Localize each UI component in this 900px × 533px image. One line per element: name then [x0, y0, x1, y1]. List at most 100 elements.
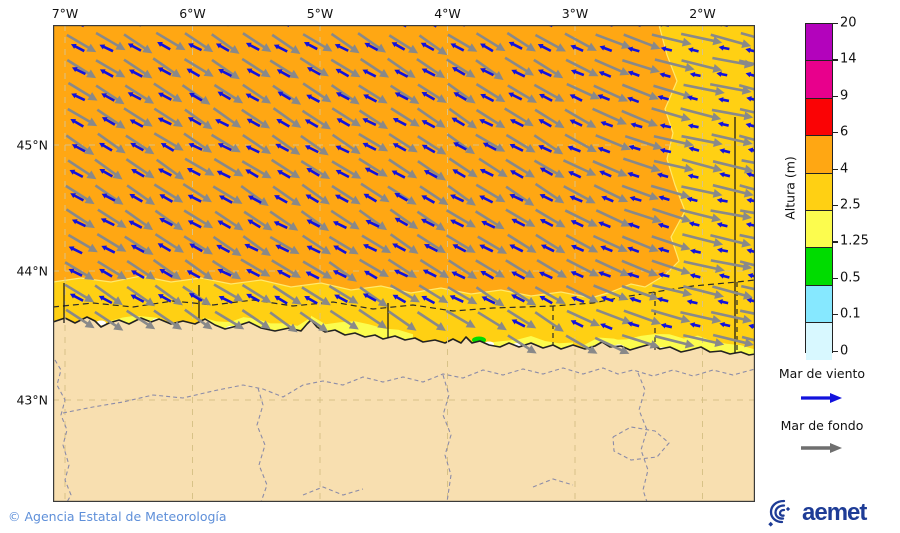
swell-arrow	[738, 59, 755, 66]
swell-arrow	[387, 185, 417, 205]
swell-arrow	[475, 108, 506, 129]
wind-sea-arrow	[627, 272, 640, 279]
wind-sea-arrow	[482, 142, 497, 151]
wind-sea-arrow	[276, 270, 291, 279]
swell-arrow	[475, 83, 506, 103]
swell-arrow	[654, 334, 695, 349]
wind-sea-arrow	[539, 167, 554, 177]
wind-sea-arrow	[245, 93, 260, 102]
wind-sea-arrow	[719, 172, 731, 178]
wind-sea-arrow	[160, 143, 175, 152]
wind-sea-arrow	[421, 120, 436, 129]
swell-arrow	[505, 133, 536, 153]
wind-sea-arrow	[333, 245, 347, 255]
wind-sea-arrow	[246, 269, 261, 278]
swell-arrow	[504, 56, 534, 76]
wind-sea-arrow	[188, 43, 203, 52]
swell-arrow	[95, 84, 125, 105]
swell-arrow	[357, 32, 387, 53]
swell-arrow	[389, 84, 420, 104]
swell-arrow	[505, 185, 535, 206]
swell-arrow	[653, 84, 693, 100]
swell-arrow	[534, 108, 565, 129]
wind-sea-arrow	[218, 195, 233, 204]
wind-sea-arrow	[598, 71, 612, 78]
wind-sea-arrow	[452, 244, 467, 253]
wind-sea-arrow	[186, 168, 201, 177]
swell-arrow	[740, 284, 755, 291]
wind-sea-arrow	[334, 43, 349, 52]
wind-sea-arrow	[686, 95, 698, 101]
swell-arrow	[594, 58, 630, 76]
wind-sea-arrow	[187, 117, 202, 126]
swell-arrow	[387, 258, 418, 279]
swell-arrow	[272, 107, 302, 128]
swell-arrow	[330, 32, 360, 54]
wind-sea-arrow	[479, 244, 494, 253]
wind-sea-arrow	[629, 296, 642, 303]
swell-arrow	[184, 108, 213, 130]
wind-sea-arrow	[571, 296, 585, 304]
swell-arrow	[712, 160, 754, 174]
swell-arrow	[123, 107, 153, 127]
swell-arrow	[211, 33, 240, 54]
swell-arrow	[533, 134, 564, 155]
swell-arrow	[447, 286, 478, 305]
swell-arrow	[623, 208, 662, 224]
swell-arrow	[507, 84, 537, 103]
colorbar-tick-label: 4	[840, 161, 849, 177]
wind-sea-arrow	[423, 170, 438, 179]
swell-arrow	[330, 58, 361, 78]
swell-arrow	[594, 336, 630, 355]
swell-arrow	[211, 58, 240, 80]
swell-arrow	[739, 233, 755, 240]
swell-arrow	[241, 160, 272, 179]
swell-arrow	[94, 310, 124, 331]
wind-sea-arrow	[747, 147, 755, 153]
wind-sea-arrow	[659, 123, 672, 129]
swell-arrow	[710, 310, 753, 324]
swell-arrow	[505, 259, 535, 279]
swell-arrow	[506, 286, 537, 306]
swell-arrow	[621, 109, 658, 127]
swell-arrow	[475, 32, 506, 52]
swell-arrow	[507, 233, 537, 253]
wind-sea-arrow	[130, 244, 145, 254]
swell-arrow	[183, 209, 214, 229]
swell-arrow	[269, 235, 300, 255]
swell-arrow	[445, 309, 476, 328]
wind-sea-arrow	[394, 69, 409, 78]
colorbar-tick-label: 0.5	[840, 270, 861, 286]
longitude-tick-label: 5°W	[306, 6, 334, 21]
wind-sea-arrow	[362, 293, 377, 302]
wind-sea-arrow	[159, 194, 174, 203]
swell-arrow	[212, 185, 243, 204]
swell-arrow	[124, 235, 154, 255]
swell-arrow	[64, 261, 95, 280]
swell-arrow	[683, 260, 725, 274]
wind-sea-arrow	[187, 194, 202, 203]
colorbar-segment	[806, 172, 832, 210]
swell-arrow	[710, 209, 752, 221]
colorbar-tick-label: 0	[840, 343, 849, 359]
wind-sea-arrow	[127, 43, 142, 52]
swell-arrow	[301, 286, 331, 306]
swell-arrow	[650, 184, 691, 200]
wind-sea-arrow	[748, 323, 755, 330]
swell-arrow	[680, 208, 722, 223]
swell-arrow	[565, 234, 599, 253]
colorbar-tick-label: 2.5	[840, 197, 861, 213]
swell-arrow	[331, 107, 361, 127]
swell-arrow	[474, 210, 505, 230]
wind-sea-arrow	[131, 168, 145, 178]
swell-arrow	[389, 284, 420, 303]
longitude-tick-label: 6°W	[179, 6, 206, 21]
wind-sea-arrow	[128, 69, 143, 78]
swell-arrow	[712, 285, 753, 300]
swell-arrow	[125, 158, 155, 179]
wind-sea-arrow	[509, 143, 524, 152]
wind-sea-arrow	[245, 145, 260, 154]
wind-sea-arrow	[569, 94, 583, 102]
wind-sea-arrow	[569, 119, 583, 127]
swell-arrow	[67, 233, 98, 253]
